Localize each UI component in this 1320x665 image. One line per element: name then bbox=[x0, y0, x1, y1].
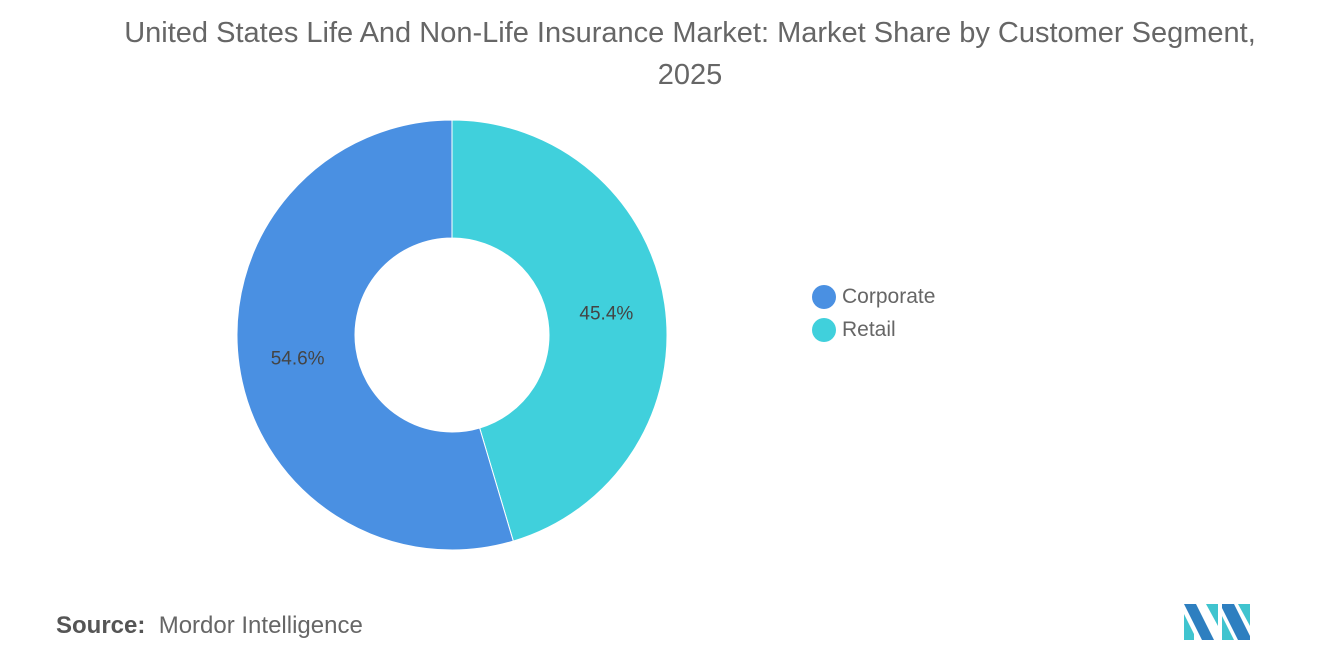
data-label-retail: 45.4% bbox=[579, 304, 633, 325]
slice-retail bbox=[451, 119, 668, 542]
chart-title: United States Life And Non-Life Insuranc… bbox=[124, 17, 1256, 91]
legend-item-corporate: Corporate bbox=[812, 285, 935, 309]
legend-marker-icon bbox=[812, 285, 836, 309]
legend-item-retail: Retail bbox=[812, 318, 896, 342]
legend-marker-icon bbox=[812, 318, 836, 342]
data-label-corporate: 54.6% bbox=[271, 348, 325, 369]
legend-label: Retail bbox=[842, 318, 896, 341]
slice-corporate bbox=[236, 119, 514, 551]
mordor-logo-icon bbox=[1184, 604, 1250, 640]
source-text: Mordor Intelligence bbox=[158, 612, 363, 639]
source-label: Source: bbox=[56, 612, 146, 639]
legend-label: Corporate bbox=[842, 285, 936, 308]
source-note: Source: Mordor Intelligence bbox=[56, 612, 363, 640]
